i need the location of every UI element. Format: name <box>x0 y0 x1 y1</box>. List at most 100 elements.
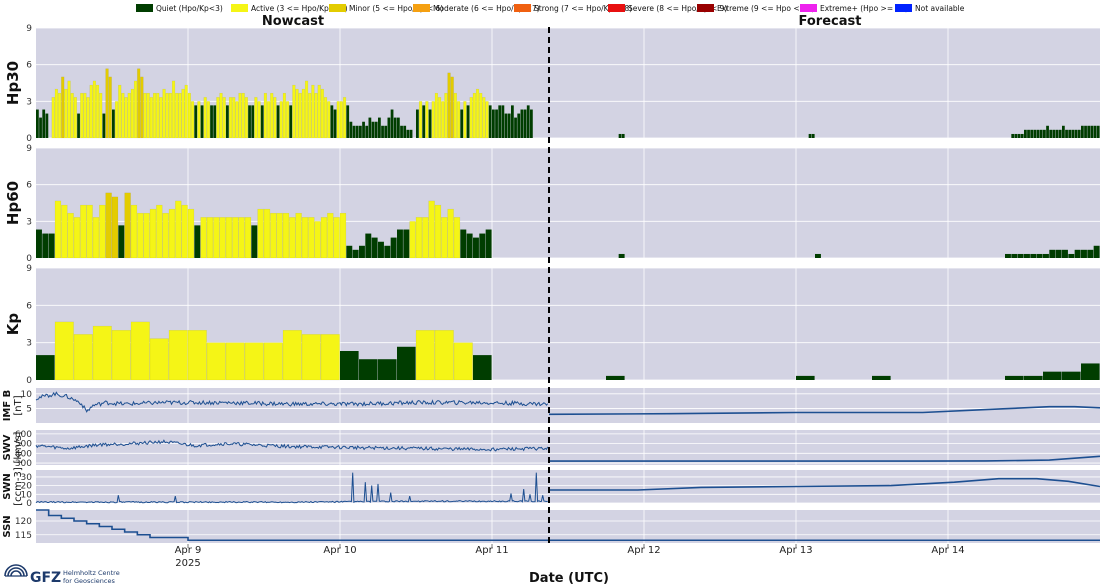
bar-nowcast <box>349 121 353 138</box>
bar-forecast <box>1011 133 1015 138</box>
bar-forecast <box>1033 129 1037 138</box>
y-axis-unit: [ccm-3] <box>13 467 24 506</box>
bar-nowcast <box>143 92 147 139</box>
bar-forecast <box>606 375 625 380</box>
bar-forecast <box>1030 129 1034 138</box>
bar-nowcast <box>187 92 191 139</box>
x-tick-label: Apr 9 <box>175 545 202 556</box>
bar-nowcast <box>447 72 451 139</box>
panel-hp60: 0 3 6 9 Hp60 <box>4 144 1100 264</box>
bar-nowcast <box>137 212 144 259</box>
bar-nowcast <box>352 249 359 258</box>
bar-nowcast <box>102 113 106 138</box>
bar-nowcast <box>130 88 134 139</box>
bar-nowcast <box>469 97 473 139</box>
bar-nowcast <box>226 105 229 138</box>
bar-forecast <box>1011 253 1018 258</box>
series-line-forecast <box>548 405 1100 416</box>
bar-nowcast <box>314 221 321 259</box>
y-tick-label: 10 <box>21 390 33 400</box>
bar-nowcast <box>273 97 277 139</box>
bar-nowcast <box>194 225 201 258</box>
bar-nowcast <box>428 109 432 138</box>
bar-nowcast <box>282 92 286 139</box>
bar-nowcast <box>222 97 226 139</box>
bar-nowcast <box>54 88 58 139</box>
bar-nowcast <box>485 101 489 139</box>
y-tick-label: 400 <box>15 449 32 459</box>
bar-nowcast <box>526 105 530 138</box>
legend-item: Moderate (6 <= Hpo/Kp <7) <box>413 4 540 13</box>
forecast-label: Forecast <box>799 14 862 29</box>
bar-forecast <box>1058 129 1062 138</box>
bar-nowcast <box>42 109 46 138</box>
bar-nowcast <box>359 359 378 380</box>
bar-nowcast <box>333 217 340 259</box>
bar-nowcast <box>86 204 93 259</box>
bar-forecast <box>1024 129 1027 138</box>
series-line-forecast <box>549 477 1100 491</box>
bar-nowcast <box>495 109 498 138</box>
bar-forecast <box>1027 129 1030 138</box>
nowcast-label: Nowcast <box>262 14 324 29</box>
bar-nowcast <box>254 97 258 139</box>
y-tick-label: 500 <box>15 440 32 450</box>
bar-nowcast <box>206 342 226 381</box>
panel-kp: 0 3 6 9 Kp <box>4 264 1100 386</box>
bar-nowcast <box>112 109 115 138</box>
y-axis-label: Hp30 <box>4 61 22 105</box>
bar-nowcast <box>444 92 448 139</box>
bar-nowcast <box>397 229 403 258</box>
bar-forecast <box>1062 125 1065 138</box>
panel-hp30: 0 3 6 9 Hp30 <box>4 24 1100 144</box>
bar-nowcast <box>127 92 131 139</box>
bar-nowcast <box>73 97 77 139</box>
bar-nowcast <box>320 334 340 381</box>
bar-nowcast <box>530 109 533 138</box>
bar-nowcast <box>298 92 302 139</box>
legend: Quiet (Hpo/Kp<3) Active (3 <= Hpo/Kp < 5)… <box>136 4 965 13</box>
legend-swatch <box>413 4 430 12</box>
panel-background <box>36 388 1100 423</box>
bar-nowcast <box>130 321 150 381</box>
bar-nowcast <box>415 330 435 381</box>
bar-nowcast <box>54 200 62 259</box>
bar-nowcast <box>99 92 103 139</box>
legend-swatch <box>608 4 625 12</box>
bar-nowcast <box>276 105 280 138</box>
bar-nowcast <box>149 338 169 381</box>
panel-background <box>36 510 1100 543</box>
bar-nowcast <box>73 217 81 259</box>
bar-nowcast <box>365 125 369 138</box>
bar-nowcast <box>187 330 207 381</box>
bar-forecast <box>1046 125 1049 138</box>
bar-nowcast <box>371 121 375 138</box>
series-line-forecast <box>549 455 1100 462</box>
bar-nowcast <box>92 325 112 381</box>
bar-nowcast <box>219 217 226 259</box>
bar-nowcast <box>390 237 397 258</box>
y-axis-label: SWN <box>2 473 13 500</box>
y-tick-label: 0 <box>26 254 32 264</box>
bar-nowcast <box>121 92 125 139</box>
bar-nowcast <box>61 204 68 259</box>
bar-nowcast <box>95 84 100 139</box>
logo-mark-icon <box>4 564 28 577</box>
bar-nowcast <box>61 76 65 139</box>
bar-forecast <box>1005 375 1024 380</box>
bar-nowcast <box>387 117 391 138</box>
bar-nowcast <box>498 105 502 138</box>
bar-nowcast <box>501 105 505 138</box>
bar-nowcast <box>42 233 49 258</box>
bar-nowcast <box>416 109 419 138</box>
bar-nowcast <box>355 125 359 138</box>
bar-forecast <box>1077 129 1081 138</box>
y-tick-label: 30 <box>21 473 33 483</box>
bar-nowcast <box>89 84 93 139</box>
bar-nowcast <box>190 101 195 139</box>
bar-nowcast <box>238 217 245 259</box>
legend-label: Moderate (6 <= Hpo/Kp <7) <box>433 4 540 13</box>
panel-background <box>36 470 1100 503</box>
